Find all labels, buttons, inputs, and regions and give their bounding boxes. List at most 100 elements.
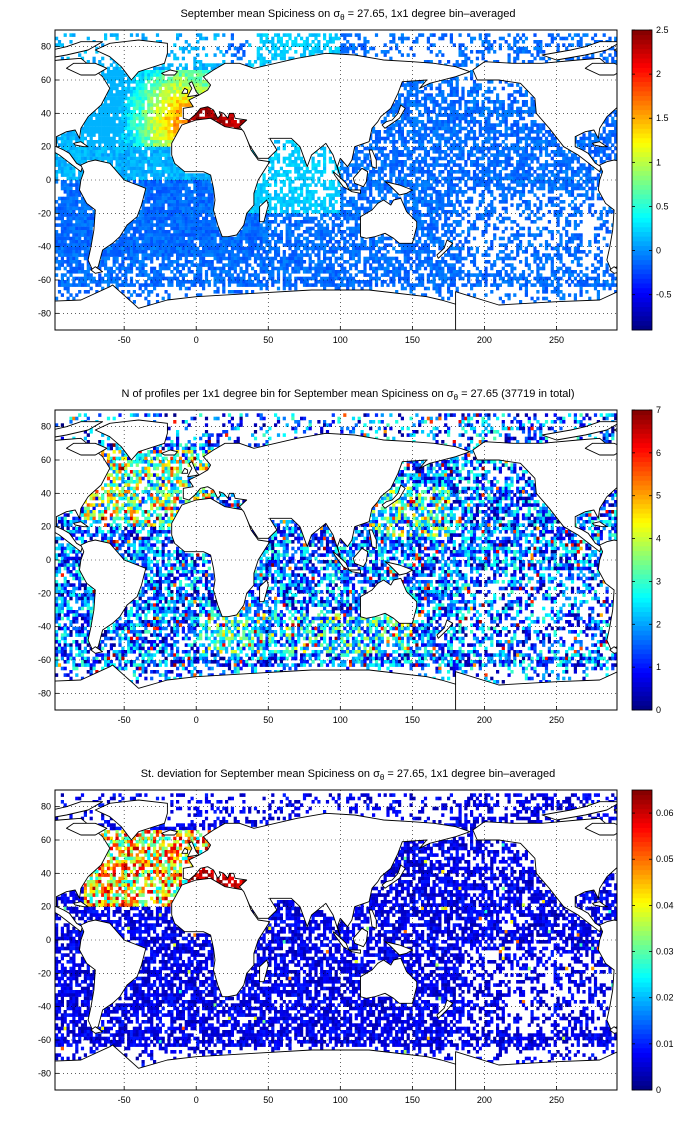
data-cell: [383, 146, 387, 151]
data-cell: [481, 180, 485, 184]
data-cell: [153, 140, 157, 144]
data-cell: [251, 210, 255, 214]
data-cell: [199, 183, 203, 187]
data-cell: [467, 136, 471, 141]
data-cell: [331, 40, 335, 44]
data-cell: [291, 196, 295, 201]
data-cell: [115, 93, 119, 97]
data-cell: [389, 133, 393, 137]
data-cell: [504, 206, 508, 211]
data-cell: [104, 120, 108, 124]
data-cell: [346, 50, 350, 54]
data-cell: [259, 196, 263, 201]
data-cell: [161, 190, 165, 194]
data-cell: [75, 226, 79, 231]
data-cell: [127, 106, 131, 111]
data-cell: [400, 120, 404, 124]
data-cell: [155, 170, 160, 174]
data-cell: [406, 153, 410, 157]
data-cell: [80, 220, 85, 224]
data-cell: [392, 33, 396, 37]
data-cell: [190, 190, 194, 194]
data-cell: [106, 116, 111, 121]
data-cell: [176, 56, 180, 61]
data-cell: [305, 176, 309, 181]
data-cell: [562, 36, 566, 41]
data-cell: [138, 223, 142, 227]
data-cell: [69, 236, 73, 241]
data-cell: [449, 136, 453, 141]
data-cell: [380, 240, 384, 244]
data-cell: [323, 206, 327, 211]
data-cell: [550, 163, 554, 167]
data-cell: [415, 180, 419, 184]
data-cell: [305, 36, 309, 41]
data-cell: [369, 170, 373, 174]
data-cell: [55, 180, 59, 184]
data-cell: [135, 93, 139, 97]
data-cell: [527, 106, 531, 111]
data-cell: [423, 86, 428, 91]
data-cell: [464, 100, 468, 104]
data-cell: [568, 176, 572, 181]
data-cell: [369, 236, 373, 241]
data-cell: [426, 230, 430, 234]
data-cell: [429, 120, 433, 124]
data-cell: [349, 210, 353, 214]
data-cell: [72, 146, 76, 151]
data-cell: [147, 100, 151, 104]
data-cell: [553, 140, 557, 144]
data-cell: [121, 236, 125, 241]
data-cell: [164, 143, 168, 147]
data-cell: [343, 213, 347, 217]
data-cell: [173, 43, 177, 47]
data-cell: [432, 126, 436, 131]
data-cell: [279, 50, 283, 54]
data-cell: [167, 120, 171, 124]
data-cell: [167, 210, 171, 214]
data-cell: [493, 103, 497, 107]
data-cell: [69, 220, 73, 224]
data-cell: [138, 156, 142, 161]
data-cell: [271, 46, 275, 51]
data-cell: [161, 203, 165, 207]
data-cell: [582, 33, 586, 37]
data-cell: [161, 233, 165, 237]
data-cell: [415, 216, 419, 221]
data-cell: [147, 240, 151, 244]
data-cell: [553, 166, 557, 171]
data-cell: [124, 126, 128, 131]
data-cell: [72, 200, 76, 204]
data-cell: [72, 196, 76, 201]
data-cell: [369, 176, 373, 181]
data-cell: [444, 233, 448, 237]
data-cell: [493, 170, 497, 174]
data-cell: [210, 206, 214, 211]
data-cell: [147, 146, 151, 151]
data-cell: [432, 210, 436, 214]
data-cell: [392, 193, 396, 197]
data-cell: [470, 146, 474, 151]
data-cell: [164, 80, 168, 84]
data-cell: [308, 200, 312, 204]
data-cell: [596, 226, 600, 231]
data-cell: [519, 240, 523, 244]
data-cell: [118, 126, 122, 131]
data-cell: [311, 166, 315, 171]
data-cell: [317, 46, 321, 51]
data-cell: [124, 170, 128, 174]
data-cell: [389, 33, 393, 37]
data-cell: [60, 140, 64, 144]
data-cell: [573, 213, 577, 217]
data-cell: [92, 150, 96, 154]
data-cell: [150, 230, 154, 234]
data-cell: [585, 170, 589, 174]
data-cell: [438, 83, 442, 87]
data-cell: [527, 156, 531, 161]
data-cell: [455, 153, 459, 157]
data-cell: [519, 190, 523, 194]
data-cell: [470, 120, 474, 124]
data-cell: [547, 220, 551, 224]
data-cell: [72, 190, 76, 194]
data-cell: [242, 53, 246, 57]
